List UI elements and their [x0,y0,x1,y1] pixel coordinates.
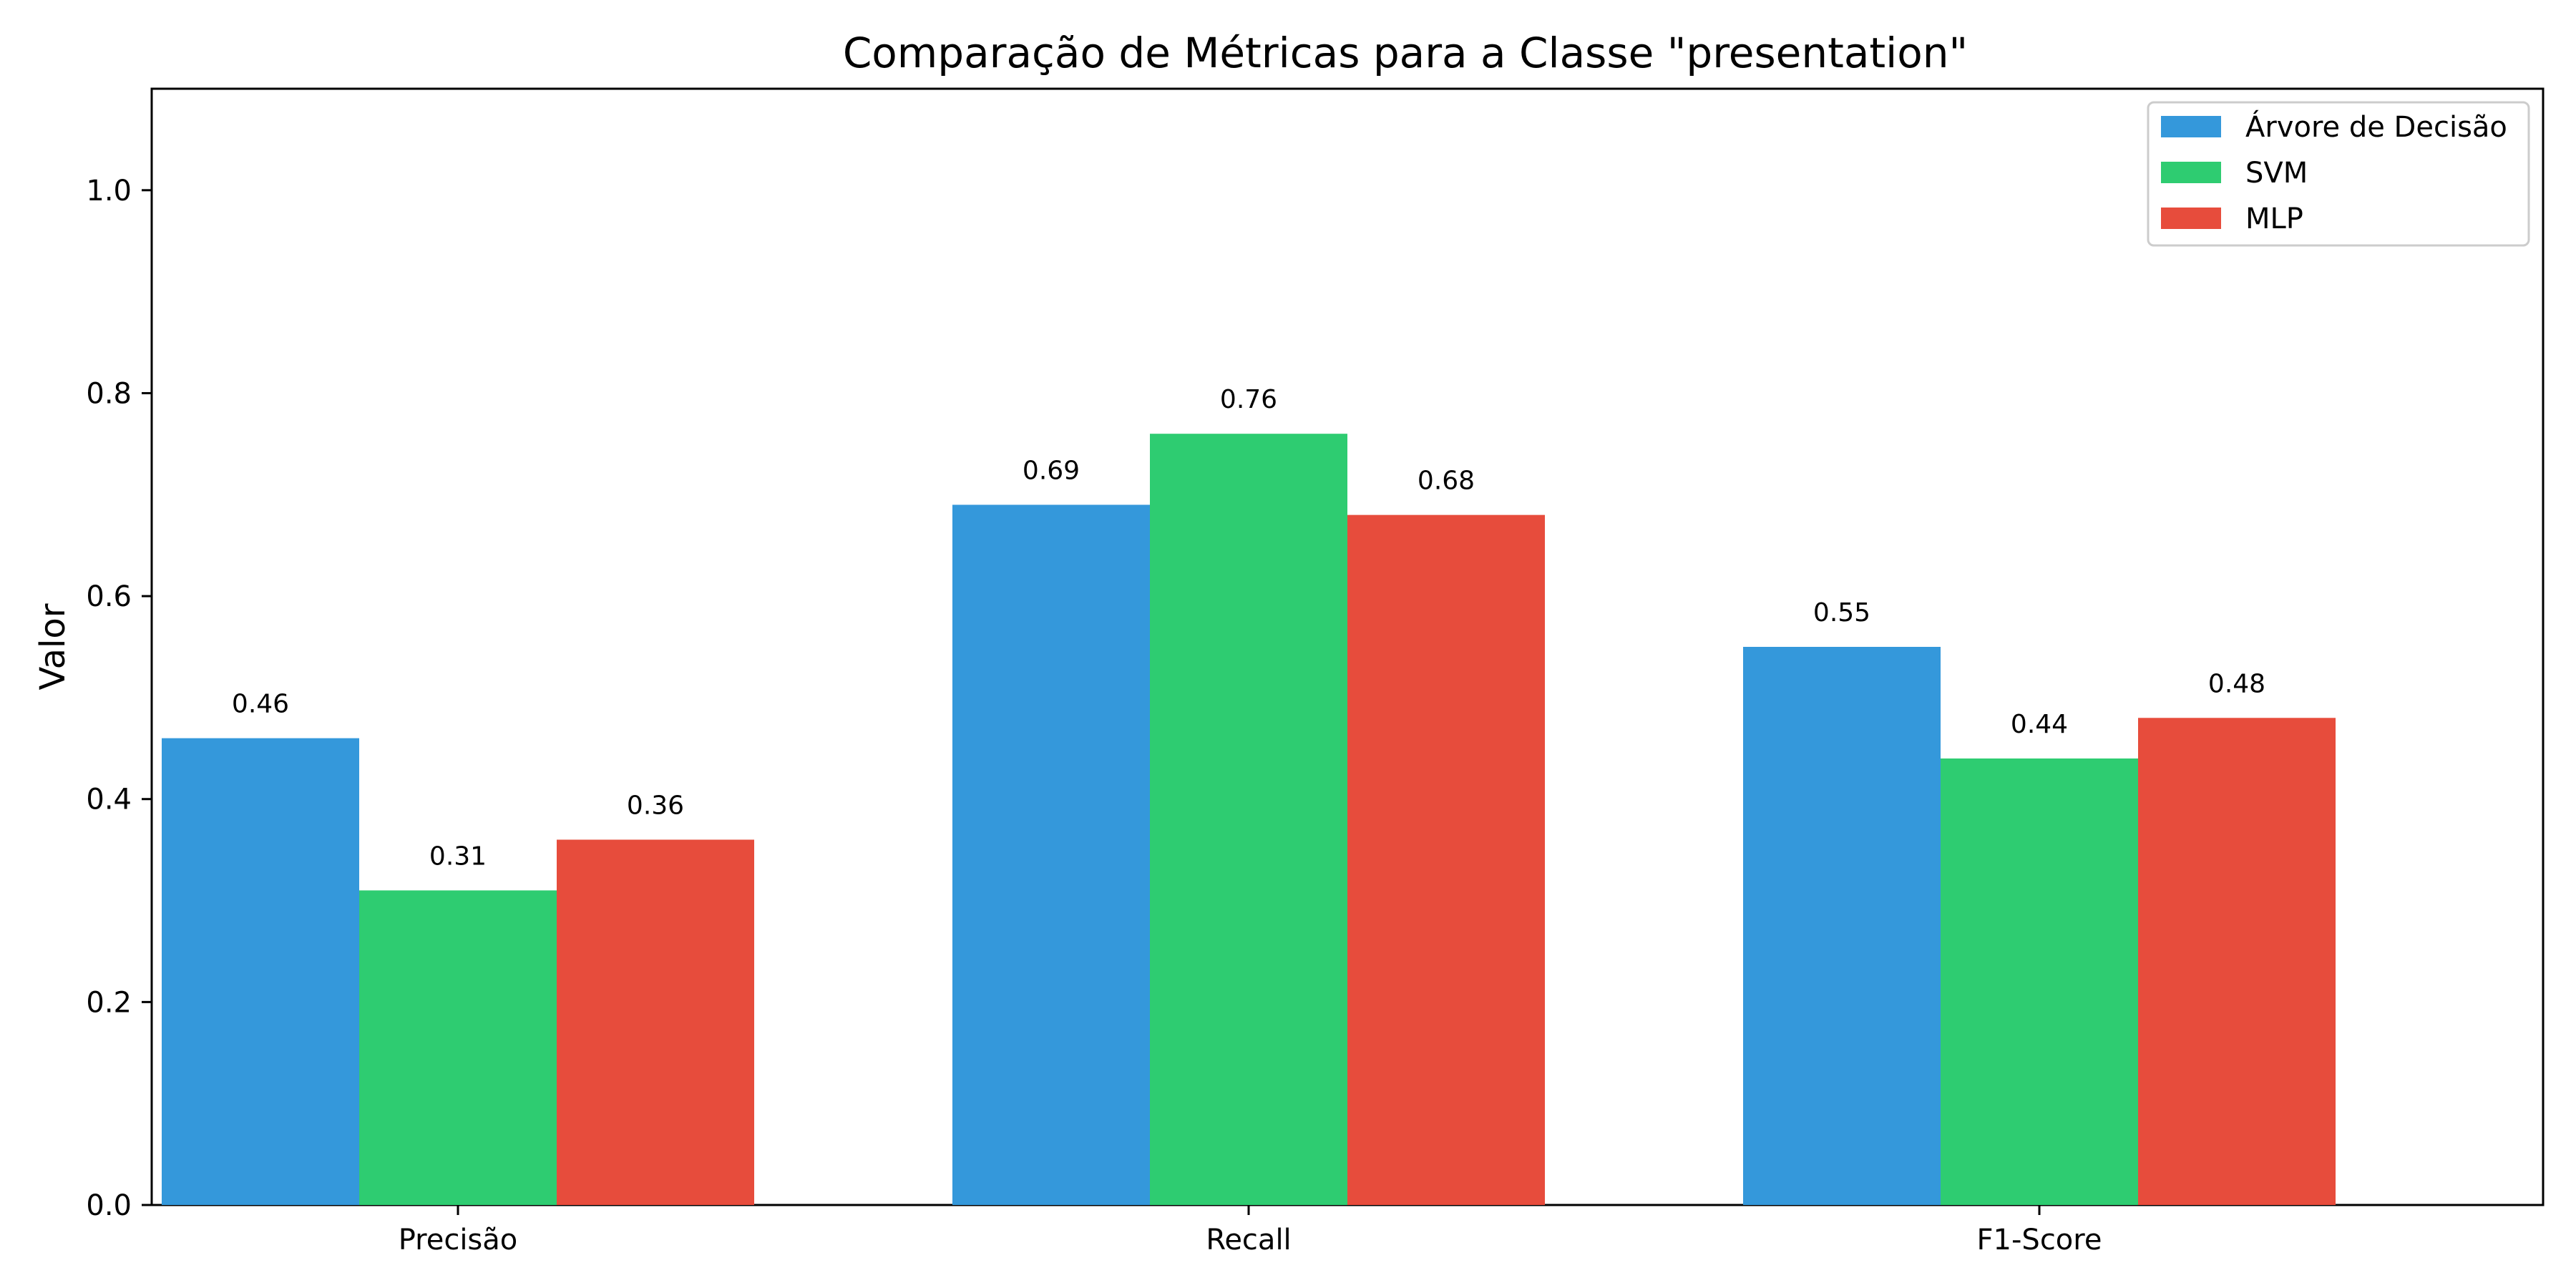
bar-value-label: 0.55 [1813,598,1870,628]
bar-1-1 [1150,434,1347,1205]
bars-layer [162,434,2336,1205]
y-tick-label: 0.4 [86,784,132,816]
x-axis: Precisão Recall F1-Score [399,1205,2102,1257]
bar-0-1 [359,890,557,1205]
x-tick-label: Recall [1206,1224,1291,1257]
legend-label: MLP [2245,203,2303,235]
x-tick-label: F1-Score [1977,1224,2102,1257]
bar-value-label: 0.44 [2011,710,2068,739]
legend-swatch [2161,208,2221,229]
y-axis: 0.0 0.2 0.4 0.6 0.8 1.0 [86,175,152,1222]
bar-1-2 [1347,514,1545,1205]
bar-value-label: 0.31 [429,841,487,871]
bar-value-label: 0.48 [2208,669,2265,698]
bar-value-label: 0.36 [627,791,684,820]
legend-label: SVM [2245,157,2308,190]
legend-swatch [2161,162,2221,183]
y-tick-label: 1.0 [86,175,132,208]
bar-value-label: 0.46 [232,690,289,719]
bar-0-0 [162,738,359,1205]
y-tick-label: 0.8 [86,377,132,410]
bar-value-label: 0.68 [1418,467,1475,496]
value-labels-layer: 0.46 0.31 0.36 0.69 0.76 0.68 0.55 0.44 0.48 [232,385,2265,871]
legend-swatch [2161,116,2221,137]
legend-entries: Árvore de Decisão SVM MLP [2161,109,2507,235]
y-tick-label: 0.2 [86,986,132,1019]
bar-0-2 [557,839,754,1205]
bar-2-0 [1743,647,1941,1205]
y-tick-label: 0.6 [86,580,132,613]
bar-2-1 [1941,758,2138,1205]
legend-frame [2147,101,2530,247]
bar-2-2 [2138,718,2336,1205]
y-axis-label: Valor [33,603,73,690]
legend-label: Árvore de Decisão [2245,109,2507,144]
bar-value-label: 0.76 [1220,385,1277,414]
chart-legend: Árvore de Decisão SVM MLP [2147,101,2530,247]
y-tick-label: 0.0 [86,1189,132,1222]
chart-title: Comparação de Métricas para a Classe "pr… [843,29,1968,77]
bar-value-label: 0.69 [1023,456,1080,485]
bar-1-0 [952,504,1150,1205]
x-tick-label: Precisão [399,1224,518,1257]
